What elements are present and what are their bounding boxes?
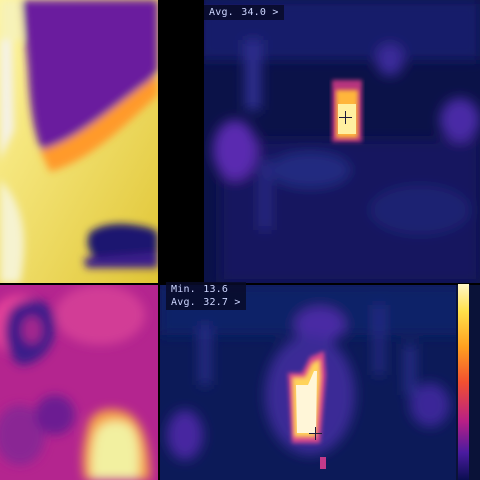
crosshair-icon <box>339 111 352 124</box>
min-label: Min. <box>171 284 196 295</box>
thermal-image-top-left <box>0 0 158 283</box>
avg-label: Avg. <box>171 297 196 308</box>
thermal-image-bottom-left <box>0 285 158 480</box>
min-value: 13.6 <box>203 284 229 295</box>
temperature-readout-bottom-right: Min. 13.6 Avg. 32.7 > <box>166 282 246 310</box>
thermal-heatmap-top-left <box>0 0 158 283</box>
thermal-image-top-right <box>160 0 480 283</box>
avg-value: 32.7 > <box>203 297 241 308</box>
thermal-heatmap-bottom-right <box>160 285 480 480</box>
temperature-palette-bar <box>458 284 469 480</box>
avg-value: 34.0 > <box>241 7 279 18</box>
avg-label: Avg. <box>209 7 234 18</box>
thermal-image-bottom-right <box>160 285 480 480</box>
avg-temperature-readout-top-right: Avg. 34.0 > <box>204 5 284 20</box>
thermal-heatmap-bottom-left <box>0 285 158 480</box>
vertical-divider <box>158 0 160 480</box>
thermal-heatmap-top-right <box>160 0 480 283</box>
crosshair-icon <box>309 427 322 440</box>
